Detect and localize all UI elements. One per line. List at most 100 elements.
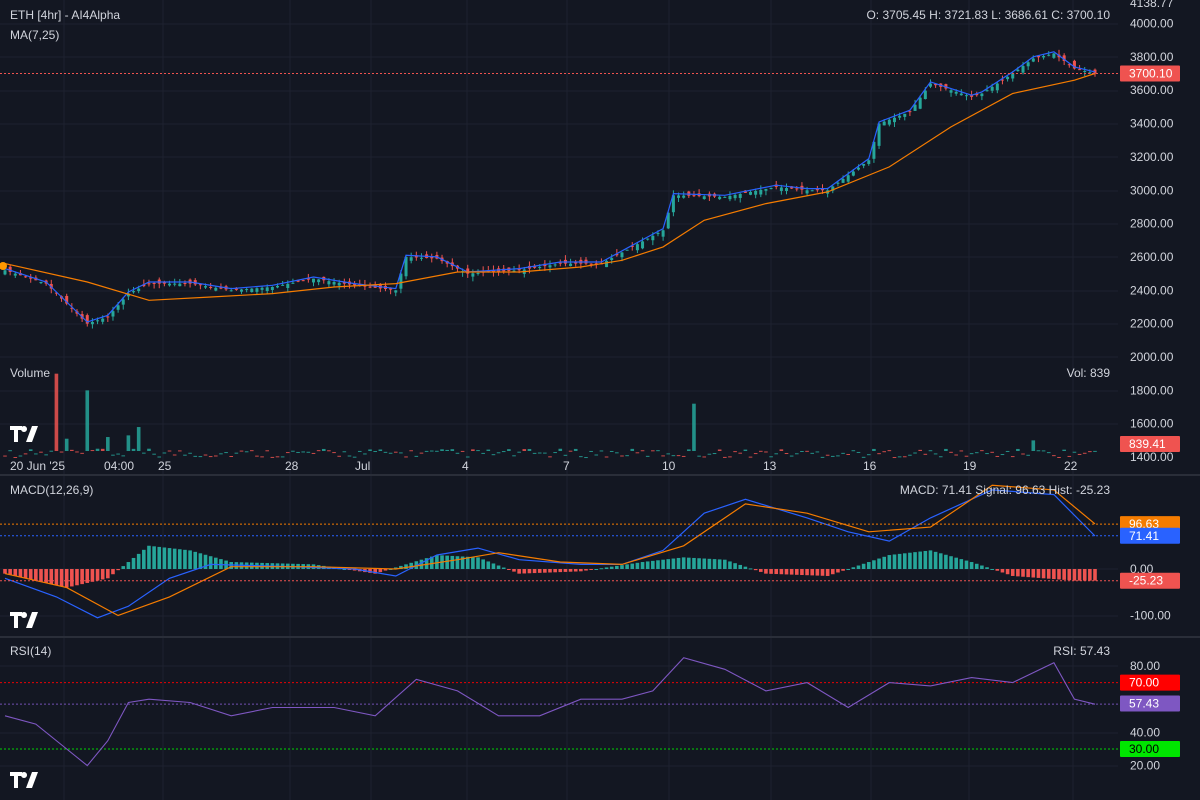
macd-hist-bar	[388, 569, 393, 570]
macd-hist-bar	[543, 569, 547, 573]
candle-body	[754, 190, 758, 195]
candle-body	[126, 293, 130, 297]
candle-body	[296, 280, 300, 282]
volume-bar	[188, 452, 192, 454]
candle-body	[779, 187, 783, 191]
macd-hist-bar	[54, 569, 59, 586]
volume-bar	[707, 453, 712, 455]
volume-bar	[522, 449, 527, 451]
volume-bar	[815, 451, 820, 453]
volume-bar	[1036, 450, 1041, 452]
candle-body	[358, 283, 362, 286]
macd-hist-bar	[1021, 569, 1025, 577]
candle-body	[394, 290, 398, 293]
price-tag-box	[1120, 695, 1180, 712]
start-marker	[0, 262, 7, 270]
volume-bar	[460, 450, 465, 452]
macd-hist-bar	[625, 564, 629, 569]
candle-body	[913, 104, 917, 111]
candle-body	[718, 196, 722, 200]
volume-bar	[810, 452, 815, 454]
volume-bar	[1041, 450, 1046, 452]
volume-bar	[692, 403, 696, 451]
volume-bar	[553, 452, 557, 454]
macd-hist-bar	[882, 556, 886, 569]
price-tag-label: 71.41	[1129, 529, 1159, 543]
volume-bar	[944, 448, 948, 451]
candle-body	[65, 295, 69, 304]
macd-hist-bar	[548, 569, 552, 573]
volume-bar	[723, 456, 727, 458]
macd-hist-bar	[152, 546, 156, 569]
chart-title: ETH [4hr] - AI4Alpha	[10, 8, 121, 22]
macd-hist-bar	[481, 559, 485, 569]
macd-hist-bar	[681, 557, 686, 569]
volume-bar	[980, 450, 984, 452]
candle-body	[54, 292, 58, 294]
macd-hist-bar	[964, 560, 969, 569]
macd-hist-bar	[178, 549, 182, 569]
macd-hist-bar	[342, 569, 347, 570]
volume-bar	[476, 450, 480, 452]
volume-bar	[414, 455, 419, 457]
candle-body	[512, 270, 516, 272]
price-tag: 3700.10	[1120, 65, 1180, 82]
macd-hist-bar	[872, 560, 876, 569]
macd-histogram	[3, 545, 1097, 588]
volume-bar	[897, 456, 902, 458]
macd-hist-bar	[1031, 569, 1036, 578]
volume-bar	[214, 455, 218, 457]
volume-bar	[306, 451, 311, 453]
candle-body	[903, 113, 907, 117]
macd-hist-bar	[373, 569, 377, 574]
y-axis-label: -100.00	[1130, 609, 1171, 623]
volume-bar	[95, 448, 100, 451]
macd-hist-bar	[748, 568, 753, 570]
volume-bar	[388, 452, 393, 454]
volume-bar	[548, 456, 552, 458]
volume-bar	[507, 449, 511, 451]
x-axis-label: 4	[462, 459, 469, 473]
candle-body	[892, 117, 896, 123]
volume-bar	[234, 452, 239, 454]
candle-body	[13, 273, 17, 276]
macd-hist-bar	[1082, 569, 1087, 581]
candle-body	[234, 287, 238, 290]
volume-bar	[116, 453, 120, 455]
volume-bar	[1010, 456, 1015, 458]
volume-bar	[178, 450, 182, 452]
volume-bar	[604, 456, 609, 458]
candle-body	[209, 286, 213, 288]
volume-bar	[687, 449, 691, 451]
candle-body	[908, 111, 912, 113]
volume-bar	[830, 455, 835, 457]
candle-body	[327, 281, 331, 285]
candle-body	[692, 195, 696, 197]
volume-bar	[321, 448, 326, 451]
candle-body	[872, 141, 876, 159]
volume-bar	[409, 450, 413, 452]
volume-bar	[568, 450, 573, 452]
candle-body	[810, 190, 814, 192]
volume-bar	[368, 449, 372, 451]
candle-body	[995, 83, 999, 91]
volume-bar	[671, 455, 676, 457]
macd-hist-bar	[866, 562, 871, 569]
candle-body	[260, 287, 264, 290]
macd-hist-bar	[630, 563, 635, 569]
macd-hist-bar	[892, 554, 897, 569]
volume-bar	[676, 455, 681, 457]
y-axis-label: 0.00	[1130, 562, 1154, 576]
macd-hist-bar	[23, 569, 28, 579]
candle-body	[198, 284, 202, 286]
candle-body	[486, 270, 490, 273]
volume-bar	[748, 456, 753, 458]
candle-body	[517, 268, 521, 271]
macd-hist-bar	[671, 558, 676, 569]
macd-hist-bar	[383, 569, 388, 571]
volume-bar	[13, 457, 18, 459]
candle-body	[368, 286, 372, 288]
volume-bar	[640, 450, 645, 452]
volume-bar	[825, 454, 830, 456]
